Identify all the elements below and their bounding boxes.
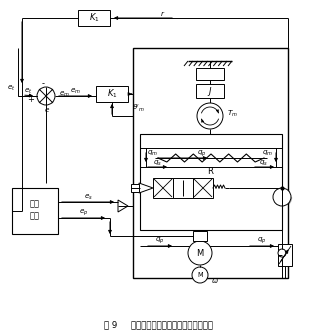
Text: $q_m$: $q_m$ (147, 148, 159, 158)
Bar (196, 84, 224, 98)
Text: M: M (197, 248, 204, 258)
Polygon shape (139, 183, 153, 193)
Circle shape (278, 249, 286, 257)
Text: $\omega$: $\omega$ (211, 277, 219, 285)
Text: $e_m$: $e_m$ (70, 87, 80, 96)
Text: 控制: 控制 (30, 199, 40, 208)
Circle shape (273, 188, 291, 206)
Text: $q_s$: $q_s$ (153, 158, 163, 168)
Bar (193, 231, 207, 241)
Text: R: R (207, 167, 213, 176)
Bar (193, 178, 213, 198)
Text: $T_m$: $T_m$ (226, 109, 237, 119)
Text: $e_t$: $e_t$ (7, 84, 16, 93)
Bar (153, 178, 173, 198)
Bar (133, 48, 288, 278)
Bar (278, 244, 292, 266)
Text: $K_1$: $K_1$ (89, 12, 99, 24)
Text: $e_p$: $e_p$ (79, 208, 89, 218)
Circle shape (192, 267, 208, 283)
Text: 图 9     阀泵并联控制液压马达速度调节系统: 图 9 阀泵并联控制液压马达速度调节系统 (105, 321, 213, 330)
Circle shape (197, 103, 223, 129)
Text: 电路: 电路 (30, 211, 40, 220)
Text: $e_m$: $e_m$ (59, 90, 70, 99)
Text: $r$: $r$ (160, 8, 166, 17)
Bar (78, 10, 110, 26)
Text: +: + (27, 95, 34, 104)
Bar (196, 68, 224, 80)
Text: M: M (197, 272, 203, 278)
Bar (12, 188, 58, 234)
Text: -: - (41, 79, 44, 89)
Text: $q_s$: $q_s$ (259, 158, 269, 168)
Bar (140, 134, 282, 230)
Text: $q_p$: $q_p$ (197, 149, 207, 159)
Polygon shape (118, 200, 128, 212)
Text: $q_p$: $q_p$ (257, 236, 267, 246)
Circle shape (188, 241, 212, 265)
Bar (96, 86, 128, 102)
Circle shape (37, 87, 55, 105)
Bar (173, 178, 193, 198)
Text: $e_t$: $e_t$ (25, 87, 33, 96)
Text: $q_p$: $q_p$ (155, 236, 165, 246)
Text: $q_m$: $q_m$ (263, 148, 274, 158)
Text: $e_s$: $e_s$ (84, 192, 93, 202)
Text: $J$: $J$ (207, 86, 213, 99)
Text: $e$: $e$ (44, 106, 50, 114)
Text: $\theta'_m$: $\theta'_m$ (132, 103, 145, 114)
Bar (131, 184, 139, 192)
Text: $K_1$: $K_1$ (107, 88, 117, 100)
